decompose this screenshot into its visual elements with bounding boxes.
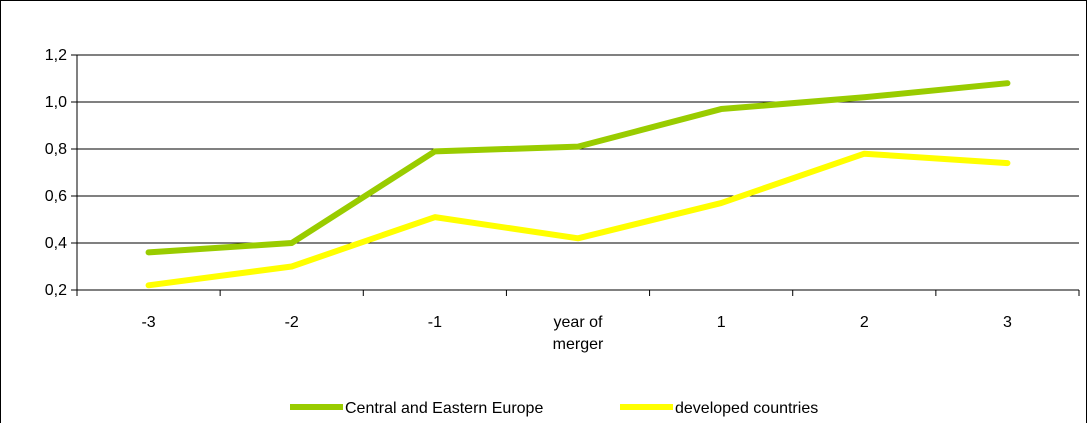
y-tick-labels: 0,2 0,4 0,6 0,8 1,0 1,2 xyxy=(45,47,67,299)
series-line-0 xyxy=(145,80,1011,256)
x-tick-labels: -3 -2 -1 year of merger 1 2 3 xyxy=(141,314,1012,353)
x-tick-label: year of merger xyxy=(553,314,604,353)
x-tick-label: -2 xyxy=(285,314,299,331)
y-tick-label: 0,6 xyxy=(45,188,67,205)
y-tick-label: 0,2 xyxy=(45,282,67,299)
legend: Central and Eastern Europe developed coun… xyxy=(290,400,818,417)
series-lines xyxy=(145,80,1011,289)
x-tick-label: -3 xyxy=(141,314,155,331)
series-line-1 xyxy=(145,150,1011,289)
x-tick-label: 2 xyxy=(860,314,869,331)
y-tick-label: 0,8 xyxy=(45,141,67,158)
legend-label-1: developed countries xyxy=(675,400,818,417)
y-tick-label: 0,4 xyxy=(45,235,67,252)
legend-label-0: Central and Eastern Europe xyxy=(345,400,543,417)
x-tick-label: 3 xyxy=(1003,314,1012,331)
axes xyxy=(71,54,1080,296)
y-tick-label: 1,0 xyxy=(45,94,67,111)
y-tick-label: 1,2 xyxy=(45,47,67,64)
x-tick-label: 1 xyxy=(717,314,726,331)
x-tick-label: -1 xyxy=(428,314,442,331)
